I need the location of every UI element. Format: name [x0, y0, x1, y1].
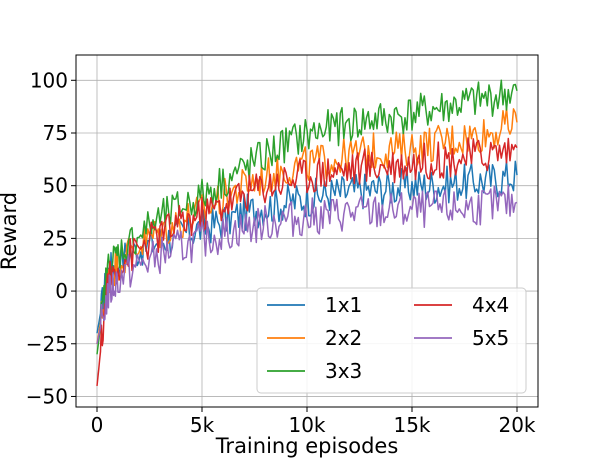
series-line-5x5	[96, 184, 518, 344]
legend-label: 4x4	[472, 293, 509, 317]
series-line-3x3	[96, 79, 518, 355]
y-tick-label: 100	[30, 68, 68, 92]
legend-label: 5x5	[472, 326, 509, 350]
grid	[76, 55, 538, 407]
series-lines	[96, 79, 518, 386]
x-axis-ticks: 0 5k 10k 15k 20k	[91, 407, 536, 437]
x-tick-label: 10k	[288, 413, 325, 437]
x-axis-label: Training episodes	[215, 434, 399, 458]
y-axis-ticks: −50 −25 0 25 50 75 100	[26, 68, 76, 408]
x-tick-label: 20k	[498, 413, 535, 437]
legend-label: 3x3	[325, 359, 362, 383]
y-tick-label: 25	[43, 226, 68, 250]
legend-label: 2x2	[325, 326, 362, 350]
legend-label: 1x1	[325, 293, 362, 317]
x-tick-label: 5k	[190, 413, 215, 437]
y-tick-label: 0	[55, 279, 68, 303]
y-axis-label: Reward	[0, 192, 21, 270]
y-tick-label: −25	[26, 332, 68, 356]
x-tick-label: 0	[91, 413, 104, 437]
x-tick-label: 15k	[393, 413, 430, 437]
y-tick-label: 75	[43, 121, 68, 145]
legend: 1x1 2x2 3x3 4x4 5x5	[256, 287, 527, 394]
y-tick-label: −50	[26, 384, 68, 408]
y-tick-label: 50	[43, 174, 68, 198]
series-line-4x4	[96, 137, 518, 386]
legend-box	[256, 287, 527, 394]
